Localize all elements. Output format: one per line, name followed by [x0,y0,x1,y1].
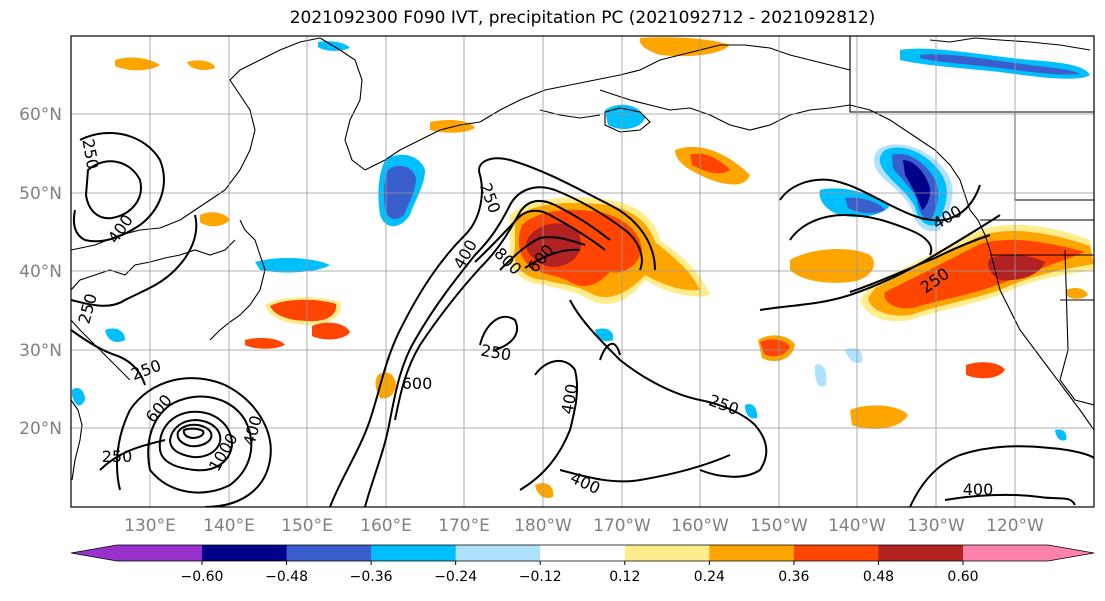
colorbar: −0.60 −0.48 −0.36 −0.24 −0.12 0.12 0.24 0.36 0.4… [70,544,1095,585]
lon-label: 170°W [593,516,651,536]
contour-label: 250 [102,447,133,466]
map-frame [70,35,1095,508]
colorbar-bin [709,545,795,561]
colorbar-bin [455,545,541,561]
colorbar-bin [540,545,626,561]
lon-label: 130°E [124,516,176,536]
lon-label: 140°W [828,516,886,536]
colorbar-tick-label: −0.36 [350,569,393,585]
coastlines [71,36,1094,481]
colorbar-tick-label: 0.60 [947,569,978,585]
colorbar-bin [878,545,964,561]
map-title: 2021092300 F090 IVT, precipitation PC (2… [289,8,876,28]
colorbar-tick-label: −0.60 [181,569,224,585]
lat-label: 60°N [19,105,62,125]
lat-label: 20°N [19,419,62,439]
ivt-contours [71,131,1094,507]
colorbar-tick-label: 0.24 [694,569,725,585]
graticule [71,36,1094,507]
lat-label: 40°N [19,262,62,282]
lon-label: 130°W [907,516,965,536]
colorbar-bin [202,545,288,561]
lon-label: 120°W [986,516,1044,536]
colorbar-tick-label: −0.48 [265,569,308,585]
lon-label: 180°W [514,516,572,536]
colorbar-tick-label: 0.48 [863,569,894,585]
colorbar-extend-left [71,545,117,561]
colorbar-bin [371,545,457,561]
lon-label: 140°E [203,516,255,536]
lon-label: 170°E [438,516,490,536]
longitude-labels: 130°E 140°E 150°E 160°E 170°E 180°W 170°… [124,516,1044,536]
contour-label: 600 [402,374,433,393]
lon-label: 160°W [671,516,729,536]
colorbar-extend-right [1048,545,1094,561]
lon-label: 150°E [281,516,333,536]
colorbar-bin [286,545,372,561]
colorbar-tick-label: −0.12 [519,569,562,585]
colorbar-outline [70,544,1095,562]
lat-label: 50°N [19,184,62,204]
colorbar-bin [117,545,203,561]
colorbar-tick-label: −0.24 [434,569,477,585]
colorbar-tick-label: 0.12 [609,569,640,585]
colorbar-bin [963,545,1049,561]
lat-label: 30°N [19,341,62,361]
lon-label: 150°W [750,516,808,536]
colorbar-bin [624,545,710,561]
contour-label: 400 [963,480,994,499]
colorbar-tick-label: 0.36 [778,569,809,585]
latitude-labels: 60°N 50°N 40°N 30°N 20°N [19,105,62,439]
lon-label: 160°E [360,516,412,536]
colorbar-bin [793,545,879,561]
precipitation-shading [72,37,1094,498]
